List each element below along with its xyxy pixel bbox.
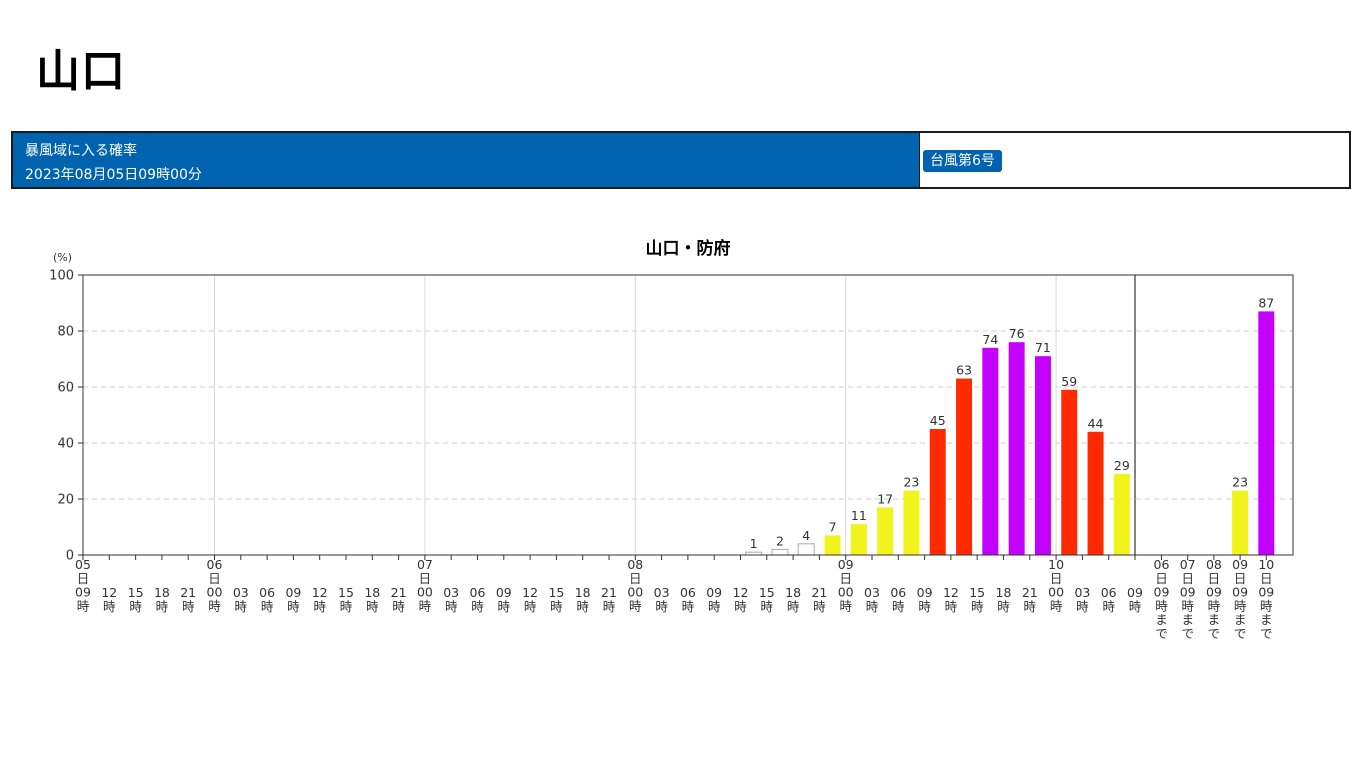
bar xyxy=(956,378,973,555)
x-tick-label: 12 時 xyxy=(943,585,959,614)
x-tick-label: 18 時 xyxy=(996,585,1012,614)
x-tick-label: 18 時 xyxy=(364,585,380,614)
x-tick-label: 07 日 00 時 xyxy=(417,557,433,613)
bar-value-label: 44 xyxy=(1088,416,1104,431)
y-tick-label: 100 xyxy=(49,269,74,284)
x-tick-label: 09 時 xyxy=(917,585,933,614)
bar-value-label: 76 xyxy=(1009,326,1025,341)
x-tick-label: 03 時 xyxy=(443,585,459,614)
typhoon-badge[interactable]: 台風第6号 xyxy=(923,150,1002,172)
bar-value-label: 2 xyxy=(776,533,784,548)
bar xyxy=(797,543,815,556)
bar xyxy=(877,507,894,555)
x-tick-label: 03 時 xyxy=(233,585,249,614)
bar-value-label: 74 xyxy=(982,332,998,347)
bar xyxy=(1061,389,1078,555)
bar-value-label: 4 xyxy=(802,528,810,543)
x-tick-label: 06 時 xyxy=(470,585,486,614)
plot-frame xyxy=(82,274,1294,556)
x-tick-label: 09 日 00 時 xyxy=(838,557,854,613)
info-bar-left: 暴風域に入る確率 2023年08月05日09時00分 xyxy=(13,133,920,187)
x-tick-label: 21 時 xyxy=(180,585,196,614)
x-tick-label: 18 時 xyxy=(785,585,801,614)
y-tick-label: 0 xyxy=(66,549,74,564)
bar xyxy=(1008,342,1025,555)
x-tick-label: 08 日 09 時まで xyxy=(1206,557,1222,641)
x-tick-label: 06 日 00 時 xyxy=(207,557,223,613)
bar xyxy=(1034,356,1051,555)
bar-value-label: 23 xyxy=(1232,475,1248,490)
x-tick-label: 09 時 xyxy=(285,585,301,614)
bar xyxy=(1232,490,1249,555)
chart-title: 山口・防府 xyxy=(646,238,731,259)
bar xyxy=(1258,311,1275,555)
bar-value-label: 63 xyxy=(956,363,972,378)
x-tick-label: 06 時 xyxy=(680,585,696,614)
x-tick-label: 09 時 xyxy=(496,585,512,614)
x-tick-label: 21 時 xyxy=(391,585,407,614)
x-tick-label: 06 時 xyxy=(890,585,906,614)
y-tick-label: 40 xyxy=(57,437,74,452)
x-tick-label: 09 時 xyxy=(1127,585,1143,614)
x-tick-label: 03 時 xyxy=(1074,585,1090,614)
bar xyxy=(1087,431,1104,555)
x-tick-label: 15 時 xyxy=(548,585,564,614)
probability-label: 暴風域に入る確率 xyxy=(25,143,137,159)
x-tick-label: 21 時 xyxy=(811,585,827,614)
x-tick-label: 09 日 09 時まで xyxy=(1232,557,1248,641)
x-tick-label: 06 日 09 時まで xyxy=(1154,557,1170,641)
info-bar-right: 台風第6号 xyxy=(920,133,1349,187)
x-tick-label: 18 時 xyxy=(154,585,170,614)
x-tick-label: 05 日 09 時 xyxy=(75,557,91,613)
bar-value-label: 45 xyxy=(930,413,946,428)
issued-datetime: 2023年08月05日09時00分 xyxy=(25,167,202,183)
x-tick-label: 15 時 xyxy=(338,585,354,614)
x-tick-label: 12 時 xyxy=(522,585,538,614)
y-tick-label: 20 xyxy=(57,493,74,508)
x-tick-label: 21 時 xyxy=(601,585,617,614)
bar xyxy=(850,524,867,555)
bar-value-label: 87 xyxy=(1258,295,1274,310)
bar-value-label: 1 xyxy=(750,536,758,551)
x-tick-label: 12 時 xyxy=(312,585,328,614)
info-bar: 暴風域に入る確率 2023年08月05日09時00分 台風第6号 xyxy=(11,131,1351,189)
y-tick-label: 80 xyxy=(57,325,74,340)
bar-value-label: 17 xyxy=(877,491,893,506)
x-tick-label: 21 時 xyxy=(1022,585,1038,614)
x-tick-label: 12 時 xyxy=(733,585,749,614)
y-tick-label: 60 xyxy=(57,381,74,396)
x-tick-label: 15 時 xyxy=(128,585,144,614)
wind-probability-chart: 山口・防府 (%) 0 20 40 60 80 100 05 日 09 時 12 時 15 時 18 時 21 時 06… xyxy=(49,238,1294,641)
bar-value-label: 7 xyxy=(829,519,837,534)
bar xyxy=(771,548,789,556)
bar-value-label: 29 xyxy=(1114,458,1130,473)
bar xyxy=(1113,473,1130,555)
page-title: 山口 xyxy=(36,46,126,97)
bar xyxy=(929,429,946,555)
bar xyxy=(982,347,999,555)
x-tick-label: 09 時 xyxy=(706,585,722,614)
bar-value-label: 11 xyxy=(851,508,867,523)
y-axis-unit: (%) xyxy=(53,251,72,264)
x-tick-label: 15 時 xyxy=(759,585,775,614)
x-tick-label: 06 時 xyxy=(1101,585,1117,614)
x-tick-label: 18 時 xyxy=(575,585,591,614)
x-tick-label: 03 時 xyxy=(864,585,880,614)
x-tick-label: 06 時 xyxy=(259,585,275,614)
x-tick-label: 15 時 xyxy=(969,585,985,614)
bar xyxy=(824,535,841,555)
bar xyxy=(903,490,920,555)
x-tick-label: 10 日 00 時 xyxy=(1048,557,1064,613)
x-tick-label: 03 時 xyxy=(654,585,670,614)
x-tick-label: 07 日 09 時まで xyxy=(1180,557,1196,641)
bar-value-label: 23 xyxy=(903,475,919,490)
x-tick-label: 08 日 00 時 xyxy=(627,557,643,613)
bar-value-label: 59 xyxy=(1061,374,1077,389)
bar-value-label: 71 xyxy=(1035,340,1051,355)
x-tick-label: 10 日 09 時まで xyxy=(1258,557,1274,641)
x-tick-label: 12 時 xyxy=(101,585,117,614)
